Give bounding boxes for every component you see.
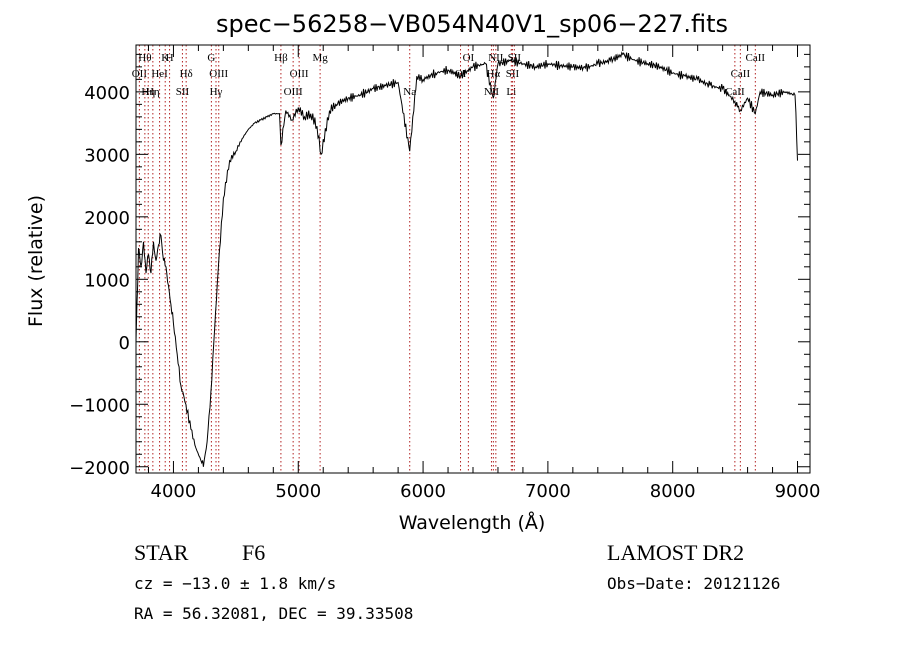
y-tick-label-0: −2000 bbox=[69, 458, 130, 479]
line-label-4: HeI bbox=[151, 68, 168, 80]
y-axis-label: Flux (relative) bbox=[25, 195, 47, 327]
chart-title: spec−56258−VB054N40V1_sp06−227.fits bbox=[216, 10, 728, 38]
axis-ticks: 4000 5000 6000 7000 8000 9000 −2000 −1000 0 1000 2… bbox=[69, 45, 820, 502]
x-tick-label-0: 4000 bbox=[151, 481, 197, 502]
line-label-8: Hδ bbox=[180, 68, 193, 80]
object-class: STAR bbox=[134, 540, 189, 565]
line-label-12: Hβ bbox=[274, 52, 288, 64]
y-tick-label-3: 1000 bbox=[84, 270, 130, 291]
line-label-22: Li bbox=[506, 86, 516, 98]
line-label-15: Mg bbox=[312, 52, 328, 64]
survey-name: LAMOST DR2 bbox=[607, 540, 745, 565]
spectral-line-markers: OIIHθHηHηHeIKHSIIHδGHγOIIIHβOIIIOIIIMgNa… bbox=[132, 45, 766, 473]
line-label-2: Hη bbox=[141, 86, 155, 98]
line-label-27: CaII bbox=[746, 52, 766, 64]
y-tick-label-1: −1000 bbox=[69, 395, 130, 416]
line-label-18: OI bbox=[463, 52, 475, 64]
spectrum-line bbox=[135, 51, 798, 467]
y-tick-label-6: 4000 bbox=[84, 83, 130, 104]
line-label-26: CaII bbox=[731, 68, 751, 80]
line-label-13: OIII bbox=[284, 86, 303, 98]
y-tick-label-5: 3000 bbox=[84, 145, 130, 166]
x-tick-label-2: 6000 bbox=[400, 481, 446, 502]
y-tick-label-2: 0 bbox=[119, 333, 130, 354]
line-label-5: K bbox=[161, 52, 169, 64]
object-subclass: F6 bbox=[242, 540, 266, 565]
line-label-3: Hη bbox=[146, 86, 160, 98]
x-axis-label: Wavelength (Å) bbox=[399, 511, 546, 534]
spectrum-series bbox=[135, 51, 798, 467]
line-label-16: Na bbox=[403, 86, 416, 98]
y-tick-label-4: 2000 bbox=[84, 208, 130, 229]
line-label-11: OIII bbox=[209, 68, 228, 80]
line-label-9: G bbox=[207, 52, 215, 64]
x-tick-label-4: 8000 bbox=[650, 481, 696, 502]
line-label-6: H bbox=[166, 52, 174, 64]
line-label-1: Hθ bbox=[138, 52, 151, 64]
obs-date-text: Obs−Date: 20121126 bbox=[607, 574, 781, 593]
line-label-14: OIII bbox=[290, 68, 309, 80]
coordinates-text: RA = 56.32081, DEC = 39.33508 bbox=[134, 604, 414, 623]
line-label-17: OI bbox=[455, 68, 467, 80]
x-tick-label-5: 9000 bbox=[775, 481, 821, 502]
line-label-7: SII bbox=[176, 86, 190, 98]
line-label-23: SII bbox=[506, 68, 520, 80]
x-tick-label-3: 7000 bbox=[525, 481, 571, 502]
line-label-21: NII bbox=[488, 52, 504, 64]
line-label-10: Hγ bbox=[210, 86, 223, 98]
plot-frame bbox=[135, 44, 811, 474]
redshift-text: cz = −13.0 ± 1.8 km/s bbox=[134, 574, 337, 593]
x-tick-label-1: 5000 bbox=[275, 481, 321, 502]
